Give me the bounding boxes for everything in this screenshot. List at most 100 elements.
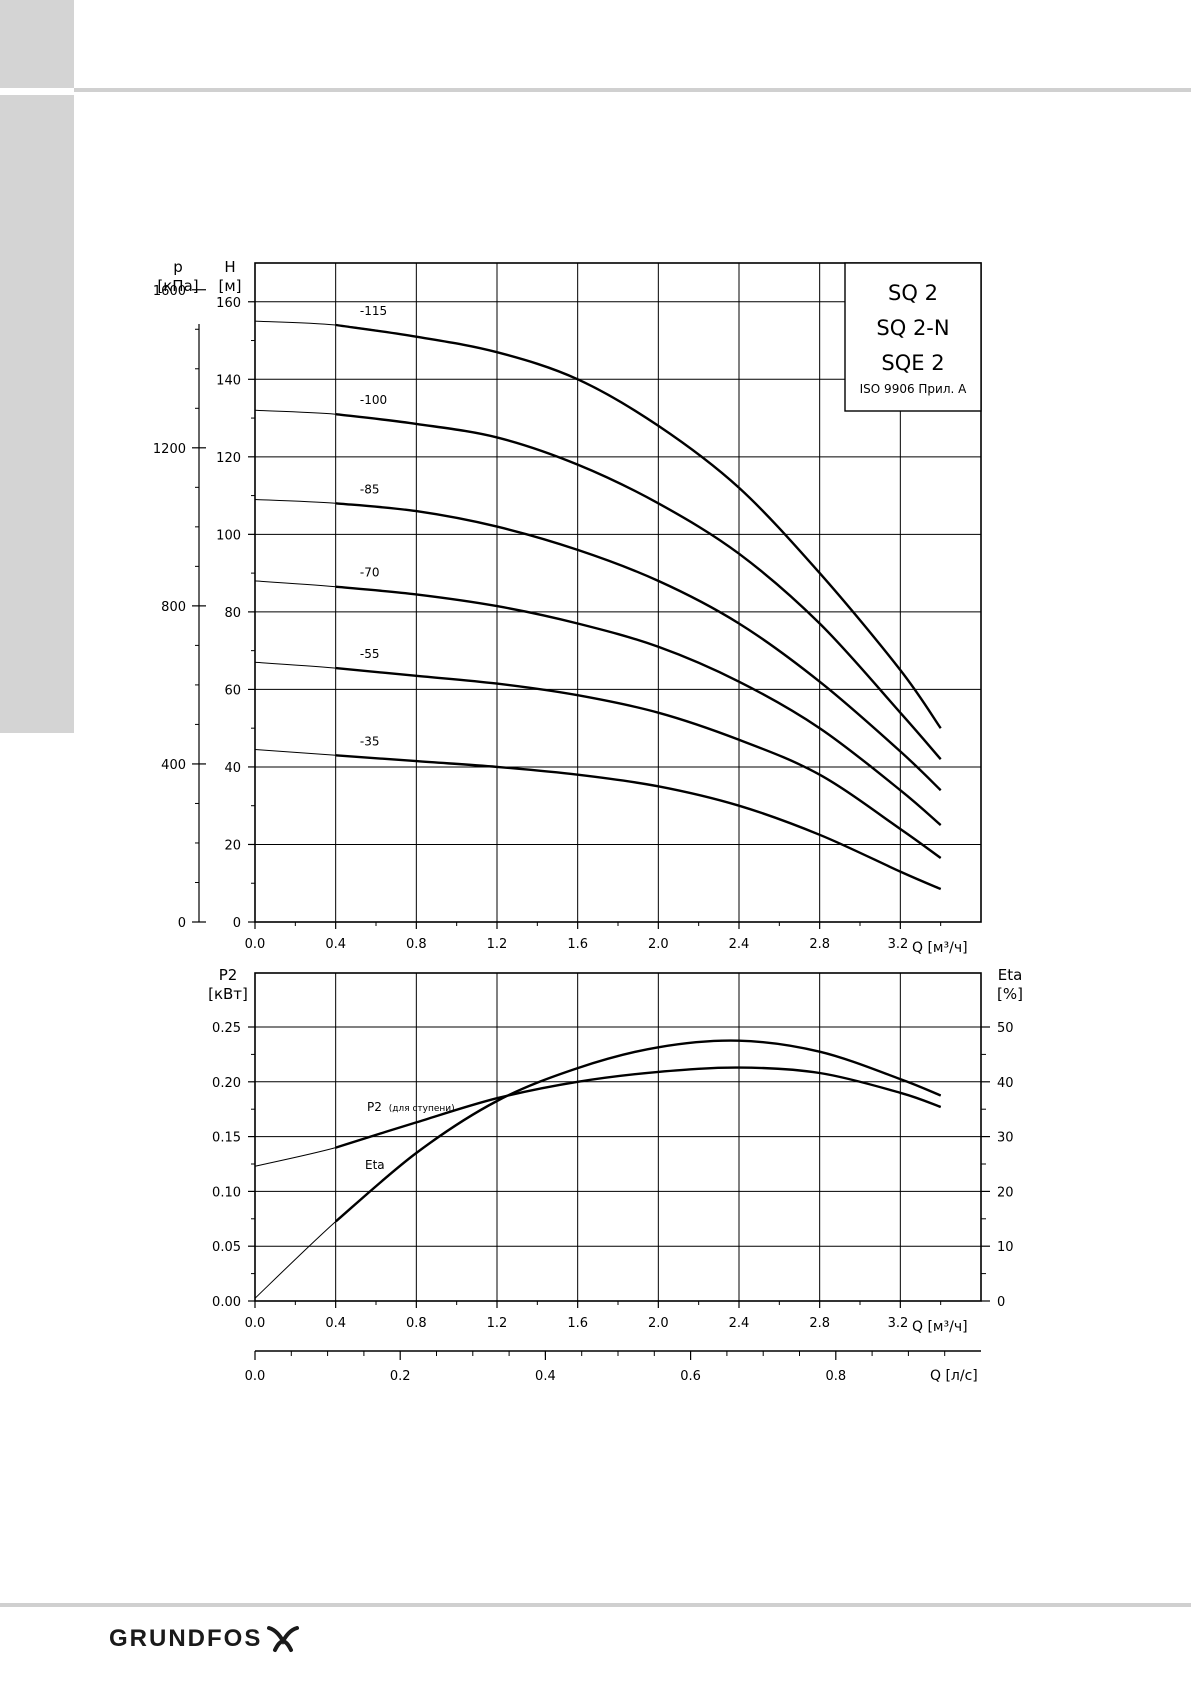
pressure-tick-label: 1200	[153, 442, 186, 457]
head-y-tick-label: 120	[216, 451, 241, 466]
eta-y-tick-label: 10	[997, 1240, 1014, 1255]
legend-model-1: SQ 2	[888, 281, 938, 305]
power-x-tick-label: 1.6	[567, 1316, 588, 1331]
pressure-axis-title: p	[173, 258, 183, 276]
p2-label-sub: (для ступени)	[389, 1104, 455, 1114]
p2-curve	[335, 1066, 942, 1149]
head-curve-label: -55	[360, 647, 380, 661]
power-ticks: 0.0 0.4 0.8 1.2 1.6 2.0 2.4 2.8 3.2 0.00 0.05 0.10 0…	[212, 1021, 1014, 1331]
power-y-tick-label: 0.05	[212, 1240, 241, 1255]
power-x-tick-label: 2.8	[809, 1316, 830, 1331]
head-y-tick-label: 100	[216, 528, 241, 543]
eta-y-tick-label: 40	[997, 1076, 1014, 1091]
head-ticks: 0.0 0.4 0.8 1.2 1.6 2.0 2.4 2.8 3.2 0 20 40 60 80 100 1…	[153, 284, 942, 952]
head-x-tick-label: 1.6	[567, 937, 588, 952]
head-chart: 0.0 0.4 0.8 1.2 1.6 2.0 2.4 2.8 3.2 0 20 40 60 80 100 1…	[153, 258, 982, 956]
pressure-tick-label: 400	[161, 758, 186, 773]
grundfos-logo: GRUNDFOS	[109, 1622, 300, 1656]
head-curve	[335, 502, 942, 792]
head-curve-thin	[254, 661, 941, 859]
head-x-tick-label: 2.0	[648, 937, 669, 952]
head-axis-unit: [м]	[218, 277, 241, 295]
eta-curve	[334, 1039, 942, 1223]
power-x-tick-label: 1.2	[487, 1316, 508, 1331]
logo-wordmark: GRUNDFOS	[109, 1625, 263, 1652]
head-x-tick-label: 0.4	[325, 937, 346, 952]
head-curve-thin	[254, 409, 942, 760]
power-x-tick-label: 2.4	[729, 1316, 750, 1331]
power-x-tick-label: 0.4	[325, 1316, 346, 1331]
head-x-tick-label: 2.8	[809, 937, 830, 952]
pressure-axis-unit: [кПа]	[157, 277, 198, 295]
head-curve-thin	[254, 580, 942, 826]
power-curve-thin	[254, 1067, 941, 1167]
legend-frame	[844, 262, 982, 412]
head-y-tick-label: 40	[224, 761, 241, 776]
flow-ls-tick-label: 0.6	[680, 1369, 701, 1384]
head-curve-label: -100	[360, 393, 387, 407]
power-x-tick-label: 0.8	[406, 1316, 427, 1331]
head-curve-label: -35	[360, 734, 380, 748]
power-x-tick-label: 0.0	[245, 1316, 266, 1331]
eta-y-tick-label: 20	[997, 1185, 1014, 1200]
power-x-tick-label: 2.0	[648, 1316, 669, 1331]
p2-curve-label: P2 (для ступени)	[367, 1100, 455, 1114]
head-curve-thin	[254, 499, 942, 791]
side-tab-top	[0, 0, 74, 88]
p2-label-main: P2	[367, 1100, 382, 1114]
power-axis-unit: [кВт]	[208, 985, 248, 1003]
head-y-tick-label: 0	[233, 916, 241, 931]
flow-ls-tick-label: 0.4	[535, 1369, 556, 1384]
flow-ls-ticks: 0.0 0.2 0.4 0.6 0.8	[245, 1351, 946, 1384]
power-y-tick-label: 0.10	[212, 1185, 241, 1200]
power-axis-title: P2	[219, 966, 238, 984]
side-tab	[0, 95, 74, 733]
flow-ls-tick-label: 0.2	[390, 1369, 411, 1384]
power-y-tick-label: 0.25	[212, 1021, 241, 1036]
legend-model-2: SQ 2-N	[876, 316, 949, 340]
head-axis-title: H	[224, 258, 235, 276]
pump-performance-chart: 0.0 0.4 0.8 1.2 1.6 2.0 2.4 2.8 3.20204060801001…	[153, 258, 1023, 1384]
head-x-tick-label: 2.4	[729, 937, 750, 952]
grundfos-mark-icon	[267, 1626, 300, 1652]
power-efficiency-chart: 0.0 0.4 0.8 1.2 1.6 2.0 2.4 2.8 3.20.000.050.100…	[208, 966, 1023, 1384]
head-curve	[335, 413, 942, 760]
eta-y-tick-label: 50	[997, 1021, 1014, 1036]
head-curve-thin	[254, 320, 942, 729]
eta-curve-label: Eta	[365, 1158, 385, 1172]
power-y-tick-label: 0.15	[212, 1131, 241, 1146]
head-curve-label: -85	[360, 482, 380, 496]
head-curve	[335, 323, 942, 729]
model-legend-box: SQ 2 SQ 2-N SQE 2 ISO 9906 Прил. A	[844, 262, 982, 412]
head-curve-thin	[254, 749, 941, 890]
head-y-tick-label: 140	[216, 373, 241, 388]
pressure-tick-label: 800	[161, 600, 186, 615]
flow-ls-tick-label: 0.8	[825, 1369, 846, 1384]
head-curve	[335, 754, 942, 891]
power-grid	[255, 973, 981, 1301]
head-x-tick-label: 1.2	[487, 937, 508, 952]
pressure-tick-label: 1600	[153, 284, 186, 299]
eta-axis-unit: [%]	[997, 985, 1023, 1003]
legend-model-3: SQE 2	[881, 351, 944, 375]
flow-ls-tick-label: 0.0	[245, 1369, 266, 1384]
power-x-axis-title: Q [м³/ч]	[912, 1319, 968, 1335]
power-curves	[254, 1039, 942, 1299]
head-curve-label: -115	[360, 304, 387, 318]
head-x-axis-title: Q [м³/ч]	[912, 940, 968, 956]
bottom-rule	[0, 1603, 1191, 1607]
head-curves: -115 -100 -85 -70 -55 -35	[254, 304, 942, 891]
head-x-tick-label: 3.2	[888, 937, 909, 952]
head-curve	[335, 666, 942, 859]
head-y-tick-label: 80	[224, 606, 241, 621]
power-y-tick-label: 0.20	[212, 1076, 241, 1091]
head-curve-label: -70	[360, 566, 380, 580]
flow-ls-axis-title: Q [л/с]	[930, 1368, 978, 1384]
eta-y-tick-label: 0	[997, 1295, 1005, 1310]
eta-axis-title: Eta	[998, 966, 1023, 984]
power-y-tick-label: 0.00	[212, 1295, 241, 1310]
pressure-tick-label: 0	[178, 916, 186, 931]
top-rule	[74, 88, 1191, 92]
head-y-tick-label: 20	[224, 838, 241, 853]
eta-y-tick-label: 30	[997, 1131, 1014, 1146]
